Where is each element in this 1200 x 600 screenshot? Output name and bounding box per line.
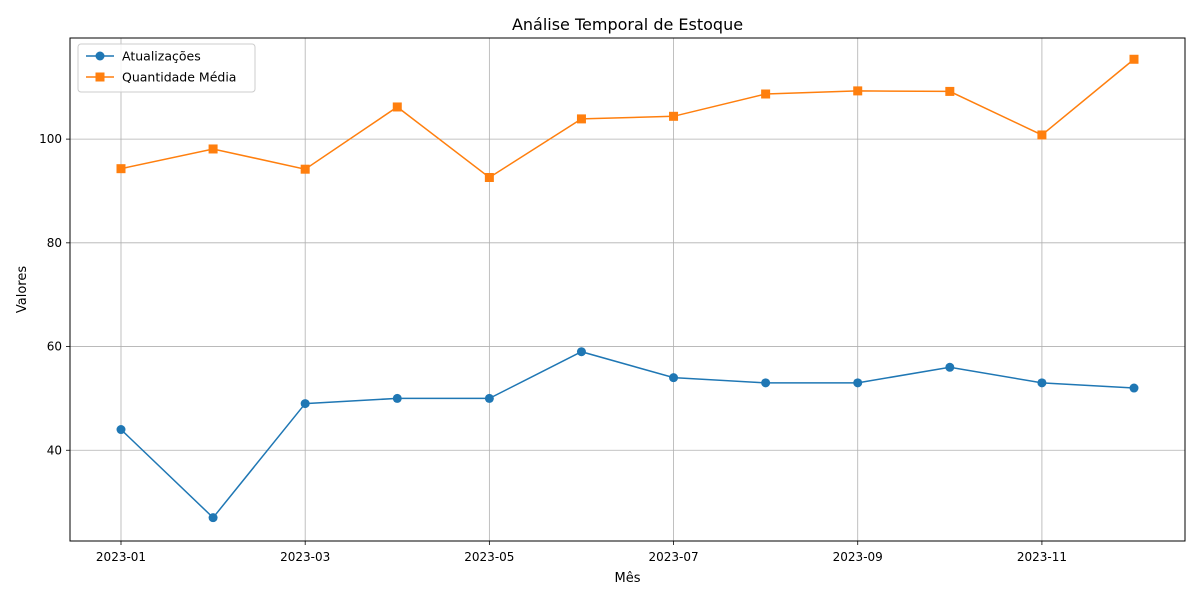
data-point-1 bbox=[208, 144, 218, 154]
data-point-1 bbox=[576, 114, 586, 124]
data-point-0 bbox=[1037, 378, 1047, 388]
series-markers bbox=[116, 54, 1139, 523]
data-point-0 bbox=[576, 347, 586, 357]
data-point-1 bbox=[761, 89, 771, 99]
y-tick-label: 40 bbox=[47, 443, 62, 457]
grid bbox=[70, 38, 1185, 541]
data-point-1 bbox=[1129, 54, 1139, 64]
legend-box bbox=[77, 43, 256, 93]
data-point-1 bbox=[300, 164, 310, 174]
legend-marker-1 bbox=[95, 72, 105, 82]
data-point-0 bbox=[208, 513, 218, 523]
x-tick-label: 2023-03 bbox=[280, 550, 330, 564]
data-point-1 bbox=[116, 164, 126, 174]
data-point-0 bbox=[945, 362, 955, 372]
axes-frame bbox=[69, 37, 1186, 542]
data-point-0 bbox=[853, 378, 863, 388]
y-tick-label: 100 bbox=[39, 132, 62, 146]
data-point-1 bbox=[484, 172, 494, 182]
x-tick-label: 2023-07 bbox=[648, 550, 698, 564]
data-point-0 bbox=[761, 378, 771, 388]
series-line-1 bbox=[120, 58, 1135, 179]
x-axis-label: Mês bbox=[615, 571, 641, 586]
series-lines bbox=[120, 58, 1135, 519]
x-tick-label: 2023-01 bbox=[96, 550, 146, 564]
data-point-1 bbox=[945, 86, 955, 96]
data-point-0 bbox=[1129, 383, 1139, 393]
legend: Atualizações Quantidade Média bbox=[77, 43, 256, 93]
data-point-0 bbox=[669, 373, 679, 383]
data-point-0 bbox=[300, 399, 310, 409]
data-point-0 bbox=[484, 393, 494, 403]
y-tick-label: 80 bbox=[47, 236, 62, 250]
legend-label-1: Quantidade Média bbox=[122, 70, 236, 85]
legend-label-0: Atualizações bbox=[122, 49, 201, 64]
data-point-0 bbox=[116, 425, 126, 435]
chart-title: Análise Temporal de Estoque bbox=[512, 15, 743, 34]
x-tick-label: 2023-09 bbox=[833, 550, 883, 564]
x-tick-label: 2023-05 bbox=[464, 550, 514, 564]
y-axis-label: Valores bbox=[15, 266, 30, 313]
data-point-1 bbox=[392, 102, 402, 112]
x-tick-label: 2023-11 bbox=[1017, 550, 1067, 564]
y-axis-ticks: 40 60 80 100 bbox=[39, 132, 70, 457]
y-tick-label: 60 bbox=[47, 340, 62, 354]
data-point-0 bbox=[392, 393, 402, 403]
legend-marker-0 bbox=[95, 51, 105, 61]
data-point-1 bbox=[1037, 130, 1047, 140]
series-line-0 bbox=[120, 350, 1135, 519]
data-point-1 bbox=[669, 111, 679, 121]
x-axis-ticks: 2023-01 2023-03 2023-05 2023-07 2023-09 2023-… bbox=[96, 541, 1067, 564]
data-point-1 bbox=[853, 86, 863, 96]
